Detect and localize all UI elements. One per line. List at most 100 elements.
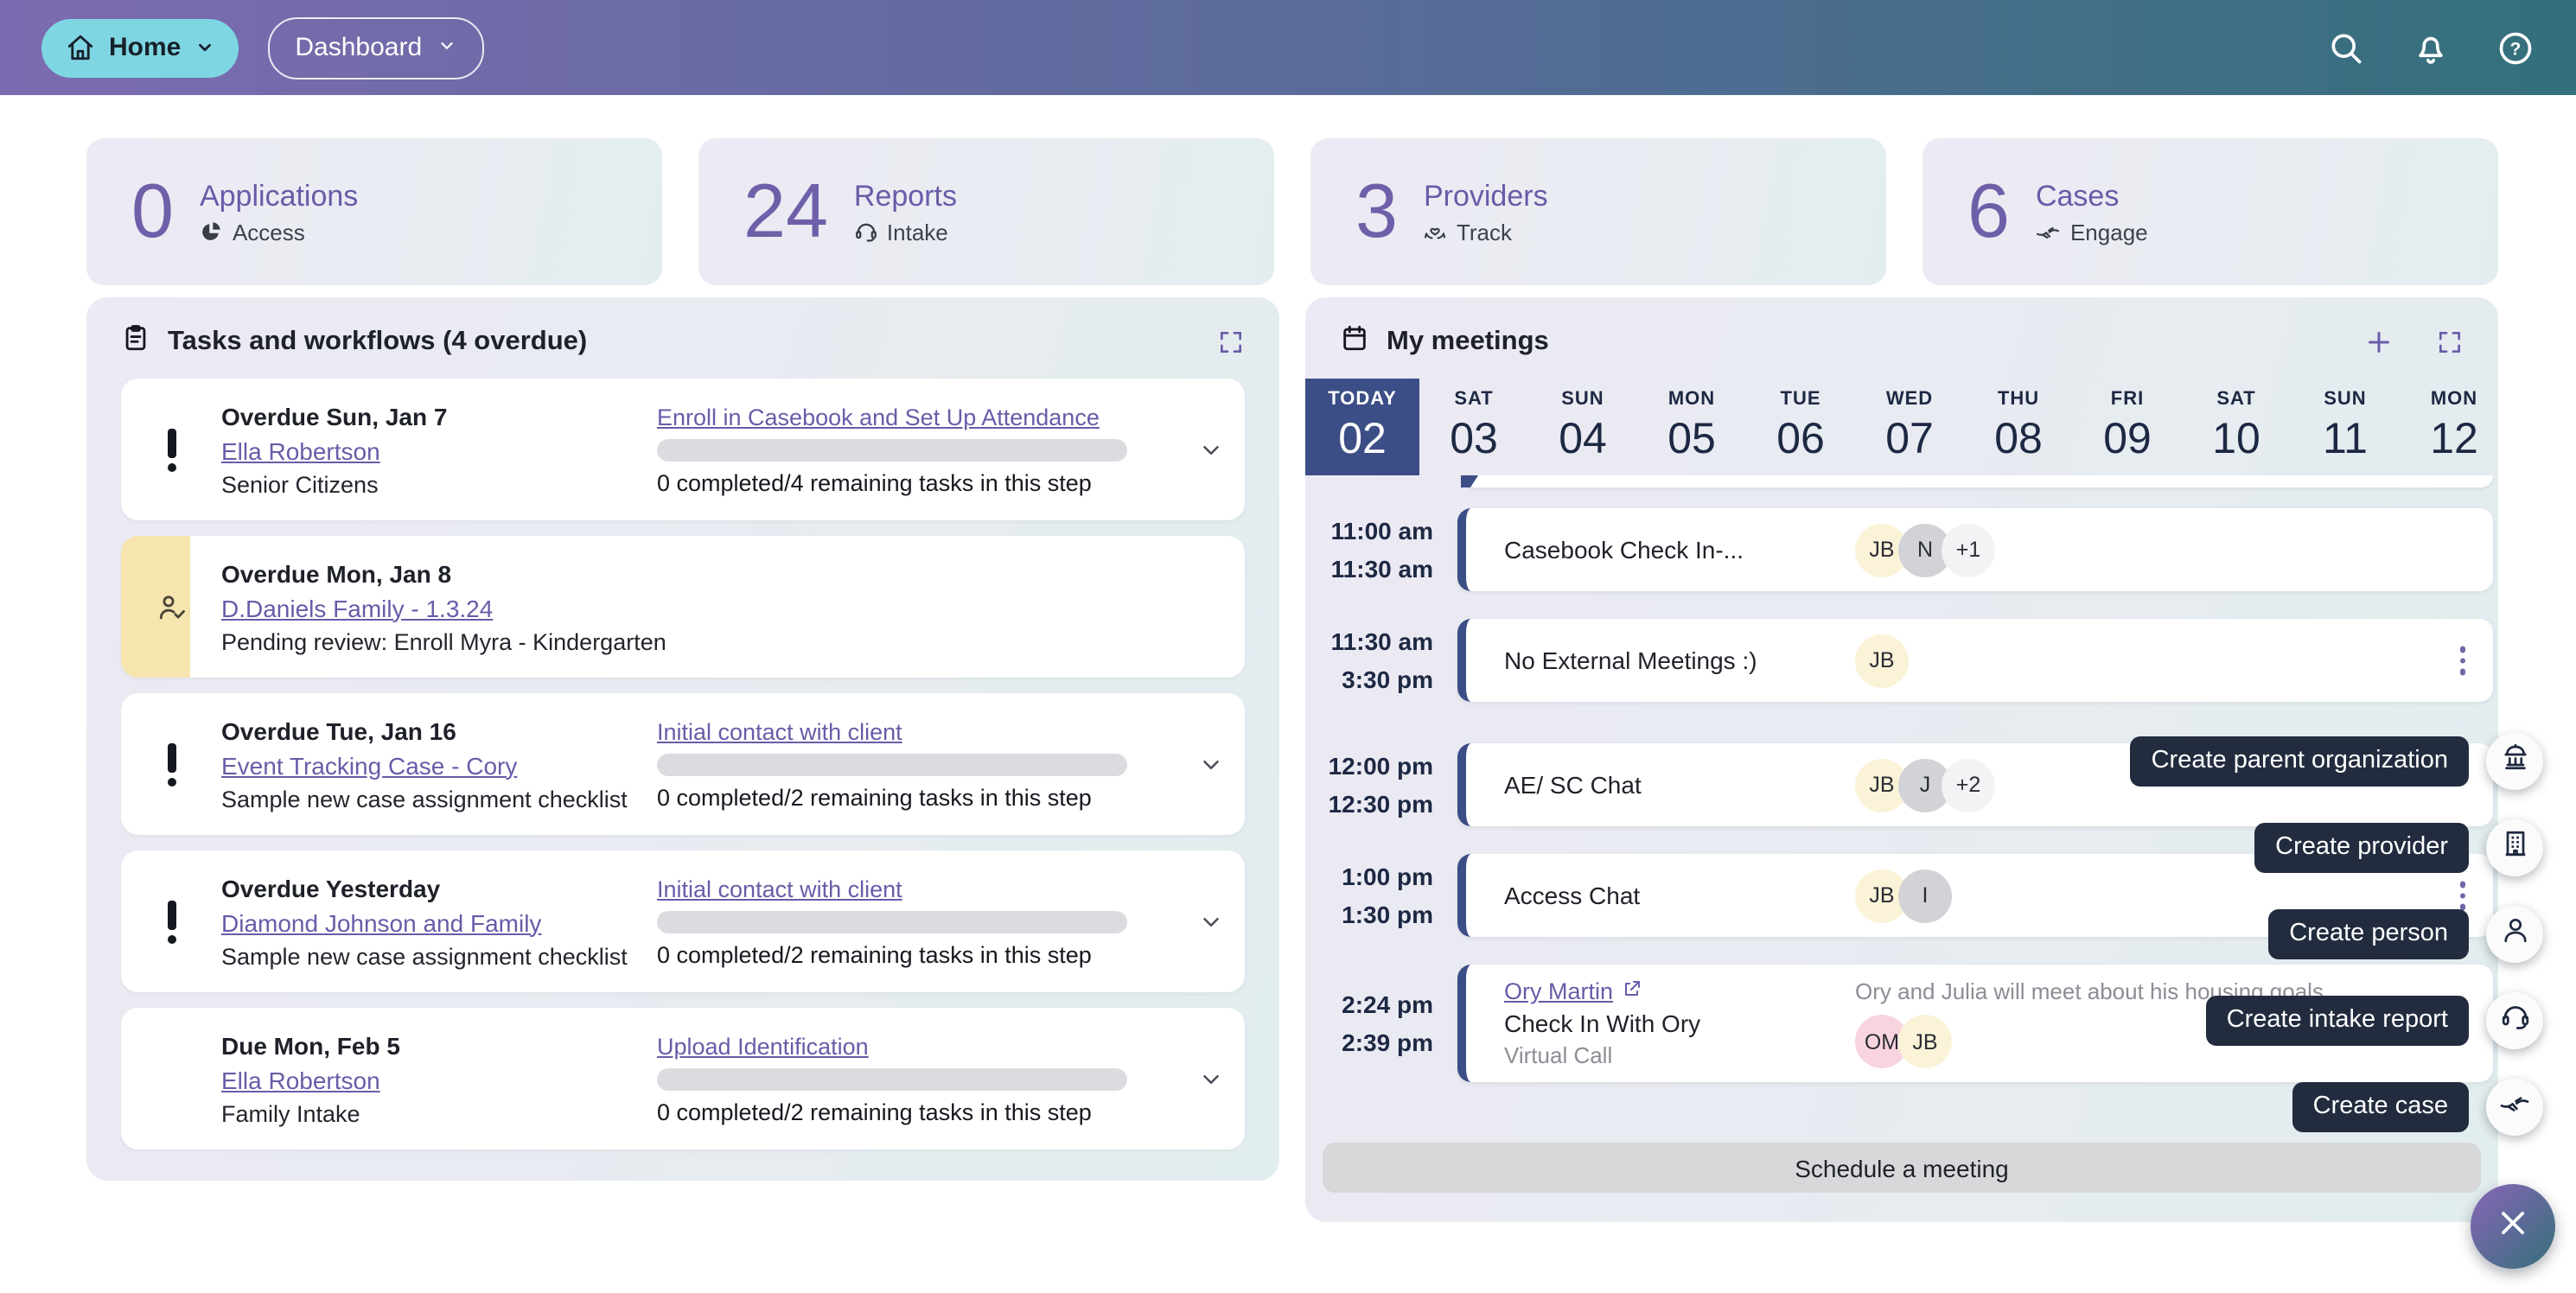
- chevron-down-icon: [437, 33, 456, 62]
- meeting-card[interactable]: Casebook Check In-... JB N +1: [1457, 508, 2493, 591]
- overdue-exclamation-icon: [121, 742, 221, 786]
- chevron-down-icon[interactable]: [1176, 751, 1245, 777]
- headset-icon: [2499, 1001, 2530, 1041]
- day-cell[interactable]: TUE 06: [1776, 389, 1825, 463]
- day-cell[interactable]: WED 07: [1885, 389, 1934, 463]
- create-person-button[interactable]: [2486, 906, 2543, 963]
- expand-icon[interactable]: [2436, 328, 2464, 356]
- day-cell[interactable]: FRI 09: [2103, 389, 2152, 463]
- close-speed-dial-button[interactable]: [2471, 1184, 2555, 1269]
- add-meeting-icon[interactable]: [2363, 327, 2394, 358]
- search-icon[interactable]: [2327, 29, 2365, 67]
- meeting-list: 11:00 am 11:30 am Casebook Check In-... J…: [1305, 487, 2498, 1110]
- chevron-down-icon[interactable]: [1176, 436, 1245, 462]
- task-step-link[interactable]: Initial contact with client: [657, 876, 902, 901]
- day-cell[interactable]: THU 08: [1994, 389, 2043, 463]
- stat-value: 3: [1355, 169, 1398, 253]
- task-client-link[interactable]: Ella Robertson: [221, 1066, 380, 1093]
- home-label: Home: [109, 33, 182, 62]
- avatar-overflow-badge: +2: [1942, 758, 1995, 812]
- day-cell[interactable]: SUN 04: [1559, 389, 1607, 463]
- chevron-down-icon[interactable]: [1176, 908, 1245, 934]
- task-subtitle: Sample new case assignment checklist: [221, 943, 628, 969]
- meeting-start-time: 1:00 pm: [1342, 863, 1433, 890]
- bank-icon: [2499, 742, 2530, 781]
- person-icon: [2499, 914, 2530, 954]
- home-menu-button[interactable]: Home: [41, 18, 239, 77]
- expand-icon[interactable]: [1217, 328, 1245, 356]
- task-progress-bar: [657, 910, 1127, 933]
- pie-chart-icon: [200, 220, 224, 244]
- stat-card-reports[interactable]: 24 Reports Intake: [698, 138, 1274, 285]
- task-row[interactable]: Overdue Mon, Jan 8 D.Daniels Family - 1.…: [121, 536, 1245, 678]
- stat-value: 6: [1967, 169, 2010, 253]
- dashboard-menu-button[interactable]: Dashboard: [267, 16, 485, 79]
- day-cell[interactable]: MON 12: [2430, 389, 2478, 463]
- task-due-date: Overdue Sun, Jan 7: [221, 402, 448, 430]
- task-row[interactable]: Due Mon, Feb 5 Ella Robertson Family Int…: [121, 1008, 1245, 1150]
- meeting-end-time: 12:30 pm: [1328, 790, 1433, 818]
- day-cell[interactable]: SUN 11: [2323, 389, 2368, 463]
- stat-sublabel: Track: [1456, 219, 1513, 245]
- stat-card-providers[interactable]: 3 Providers Track: [1310, 138, 1886, 285]
- task-progress-text: 0 completed/2 remaining tasks in this st…: [657, 941, 1092, 967]
- tooltip-create-intake-report: Create intake report: [2205, 996, 2469, 1046]
- kebab-menu-icon[interactable]: [2454, 641, 2471, 680]
- kebab-menu-icon[interactable]: [2454, 876, 2471, 915]
- task-client-link[interactable]: D.Daniels Family - 1.3.24: [221, 594, 494, 621]
- person-check-icon: [121, 590, 221, 623]
- chevron-down-icon[interactable]: [1176, 1066, 1245, 1092]
- tasks-panel: Tasks and workflows (4 overdue) Overdue …: [86, 297, 1279, 1181]
- day-cell[interactable]: SAT 03: [1450, 389, 1498, 463]
- task-row[interactable]: Overdue Sun, Jan 7 Ella Robertson Senior…: [121, 379, 1245, 520]
- meeting-row: 12:00 pm 12:30 pm AE/ SC Chat JB J +2: [1305, 743, 2493, 826]
- clipboard-icon: [121, 323, 150, 361]
- task-due-date: Overdue Tue, Jan 16: [221, 717, 456, 744]
- day-cell[interactable]: SAT 10: [2212, 389, 2260, 463]
- meeting-end-time: 3:30 pm: [1342, 666, 1433, 693]
- create-parent-organization-button[interactable]: [2486, 733, 2543, 790]
- help-icon[interactable]: ?: [2496, 29, 2535, 67]
- meeting-title: No External Meetings :): [1504, 646, 1757, 674]
- pending-review-stripe: [121, 536, 190, 678]
- task-step-link[interactable]: Initial contact with client: [657, 718, 902, 744]
- task-row[interactable]: Overdue Tue, Jan 16 Event Tracking Case …: [121, 693, 1245, 835]
- create-intake-report-button[interactable]: [2486, 992, 2543, 1049]
- meeting-title: Casebook Check In-...: [1504, 536, 1744, 564]
- bell-icon[interactable]: [2412, 29, 2450, 67]
- meeting-end-time: 11:30 am: [1330, 555, 1433, 583]
- meeting-title: Check In With Ory: [1504, 1010, 1701, 1037]
- stat-card-cases[interactable]: 6 Cases Engage: [1922, 138, 2498, 285]
- day-cell[interactable]: MON 05: [1667, 389, 1716, 463]
- task-client-link[interactable]: Diamond Johnson and Family: [221, 908, 542, 936]
- meeting-row: 11:30 am 3:30 pm No External Meetings :) …: [1305, 619, 2493, 702]
- task-subtitle: Senior Citizens: [221, 471, 379, 497]
- task-subtitle: Pending review: Enroll Myra - Kindergart…: [221, 628, 666, 654]
- meeting-card[interactable]: Ory Martin Check In With Ory Virtual Cal…: [1457, 965, 2493, 1082]
- create-case-button[interactable]: [2486, 1079, 2543, 1136]
- meeting-start-time: 11:30 am: [1330, 627, 1433, 655]
- day-cell-today[interactable]: TODAY 02: [1305, 379, 1419, 475]
- calendar-icon: [1340, 323, 1369, 361]
- meeting-row: 11:00 am 11:30 am Casebook Check In-... J…: [1305, 508, 2493, 591]
- task-due-date: Overdue Mon, Jan 8: [221, 559, 452, 587]
- task-client-link[interactable]: Event Tracking Case - Cory: [221, 751, 518, 779]
- stat-value: 24: [743, 169, 828, 253]
- create-provider-button[interactable]: [2486, 819, 2543, 876]
- task-progress-bar: [657, 438, 1127, 461]
- task-row[interactable]: Overdue Yesterday Diamond Johnson and Fa…: [121, 850, 1245, 992]
- meeting-start-time: 2:24 pm: [1342, 990, 1433, 1018]
- tooltip-create-person: Create person: [2268, 909, 2469, 959]
- handshake-icon: [2036, 219, 2062, 245]
- stat-card-applications[interactable]: 0 Applications Access: [86, 138, 662, 285]
- task-step-link[interactable]: Upload Identification: [657, 1033, 869, 1059]
- scrolled-card-sliver: [1461, 475, 2493, 487]
- schedule-meeting-button[interactable]: Schedule a meeting: [1323, 1143, 2481, 1193]
- overdue-exclamation-icon: [121, 900, 221, 943]
- handshake-icon: [2498, 1086, 2531, 1128]
- meeting-person-link[interactable]: Ory Martin: [1504, 978, 1642, 1004]
- task-client-link[interactable]: Ella Robertson: [221, 436, 380, 464]
- meeting-card[interactable]: No External Meetings :) JB: [1457, 619, 2493, 702]
- task-step-link[interactable]: Enroll in Casebook and Set Up Attendance: [657, 404, 1100, 430]
- meeting-start-time: 11:00 am: [1330, 517, 1433, 545]
